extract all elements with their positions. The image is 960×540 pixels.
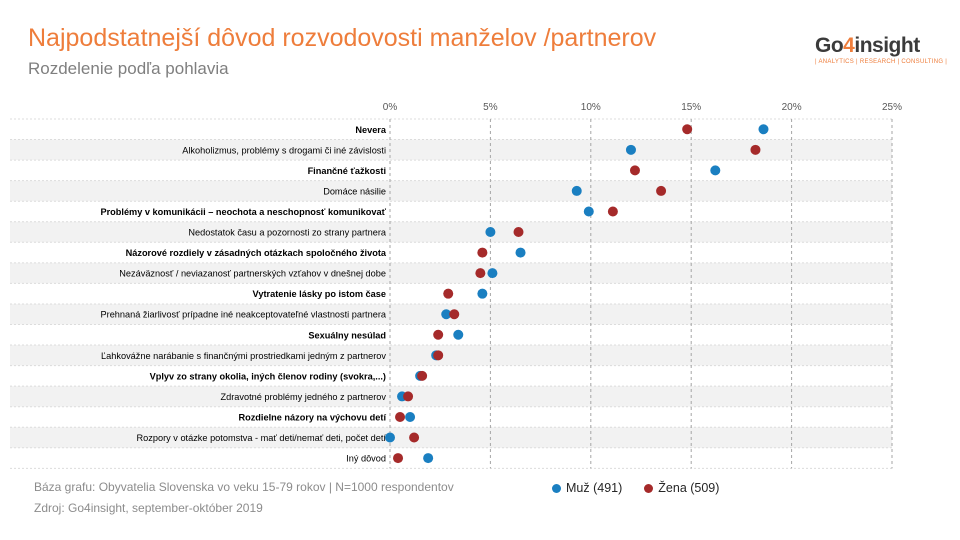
marker-zena bbox=[393, 453, 404, 464]
chart-subtitle: Rozdelenie podľa pohlavia bbox=[28, 59, 229, 78]
marker-muz bbox=[385, 432, 395, 443]
row-band bbox=[10, 345, 892, 366]
category-label: Alkoholizmus, problémy s drogami či iné … bbox=[182, 145, 386, 155]
category-label: Nevera bbox=[355, 125, 387, 135]
marker-zena bbox=[513, 227, 524, 238]
marker-muz bbox=[758, 124, 769, 135]
logo-tagline: | ANALYTICS | RESEARCH | CONSULTING | bbox=[815, 59, 948, 65]
marker-zena bbox=[395, 411, 406, 422]
marker-zena bbox=[682, 124, 693, 135]
logo: Go4insight | ANALYTICS | RESEARCH | CONS… bbox=[815, 34, 948, 65]
category-label: Ľahkovážne narábanie s finančnými prostr… bbox=[101, 351, 386, 361]
marker-zena bbox=[417, 370, 428, 381]
marker-zena bbox=[403, 391, 414, 402]
category-label: Problémy v komunikácii – neochota a nesc… bbox=[100, 207, 386, 217]
marker-muz bbox=[453, 329, 464, 340]
category-label: Názorové rozdiely v zásadných otázkach s… bbox=[126, 248, 387, 258]
legend-item-muz: Muž (491) bbox=[552, 481, 622, 495]
x-tick-label: 15% bbox=[681, 102, 701, 113]
marker-zena bbox=[433, 350, 444, 361]
row-band bbox=[10, 427, 892, 448]
marker-zena bbox=[629, 165, 640, 176]
x-tick-label: 10% bbox=[581, 102, 601, 113]
category-label: Vplyv zo strany okolia, iných členov rod… bbox=[150, 371, 386, 381]
category-label: Nezáväznosť / neviazanosť partnerských v… bbox=[119, 269, 386, 279]
marker-muz bbox=[477, 288, 488, 299]
marker-muz bbox=[515, 247, 526, 258]
category-label: Rozpory v otázke potomstva - mať deti/ne… bbox=[137, 433, 387, 443]
category-label: Domáce násilie bbox=[323, 186, 386, 196]
marker-muz bbox=[441, 309, 452, 320]
marker-zena bbox=[409, 432, 420, 443]
marker-muz bbox=[625, 144, 636, 155]
row-band bbox=[10, 139, 892, 161]
marker-zena bbox=[475, 268, 486, 279]
footer-source: Zdroj: Go4insight, september-október 201… bbox=[34, 501, 263, 515]
marker-muz bbox=[571, 185, 582, 196]
marker-muz bbox=[710, 165, 721, 176]
legend-marker-muz bbox=[552, 483, 561, 493]
legend: Muž (491) Žena (509) bbox=[552, 481, 719, 495]
legend-marker-zena bbox=[644, 483, 654, 493]
category-label: Nedostatok času a pozornosti zo strany p… bbox=[188, 228, 387, 238]
row-band bbox=[10, 262, 892, 284]
row-band bbox=[10, 221, 892, 243]
marker-muz bbox=[423, 453, 434, 464]
legend-label-muz: Muž (491) bbox=[566, 481, 623, 495]
category-label: Finančné ťažkosti bbox=[308, 166, 386, 176]
category-label: Zdravotné problémy jedného z partnerov bbox=[221, 392, 387, 402]
marker-zena bbox=[449, 309, 460, 320]
x-tick-label: 25% bbox=[882, 102, 902, 113]
category-label: Vytratenie lásky po istom čase bbox=[253, 289, 386, 299]
chart-title: Najpodstatnejší dôvod rozvodovosti manže… bbox=[28, 24, 657, 52]
footer-base: Báza grafu: Obyvatelia Slovenska vo veku… bbox=[34, 480, 454, 494]
category-label: Sexuálny nesúlad bbox=[308, 330, 386, 340]
legend-item-zena: Žena (509) bbox=[644, 481, 719, 495]
category-label: Rozdielne názory na výchovu detí bbox=[238, 412, 386, 422]
category-label: Iný dôvod bbox=[346, 454, 386, 464]
x-tick-label: 20% bbox=[782, 102, 802, 113]
marker-muz bbox=[583, 206, 594, 217]
marker-muz bbox=[405, 411, 416, 422]
marker-zena bbox=[750, 144, 761, 155]
marker-muz bbox=[485, 227, 496, 238]
marker-zena bbox=[443, 288, 454, 299]
category-label: Prehnaná žiarlivosť prípadne iné neakcep… bbox=[101, 310, 387, 320]
logo-name: Go4insight bbox=[815, 34, 920, 57]
row-band bbox=[10, 180, 892, 202]
legend-label-zena: Žena (509) bbox=[658, 481, 720, 495]
marker-muz bbox=[487, 268, 498, 279]
marker-zena bbox=[607, 206, 618, 217]
marker-zena bbox=[433, 329, 444, 340]
marker-zena bbox=[656, 185, 667, 196]
x-tick-label: 0% bbox=[383, 102, 398, 113]
row-band bbox=[10, 386, 892, 407]
x-tick-label: 5% bbox=[483, 102, 498, 113]
marker-zena bbox=[477, 247, 488, 258]
